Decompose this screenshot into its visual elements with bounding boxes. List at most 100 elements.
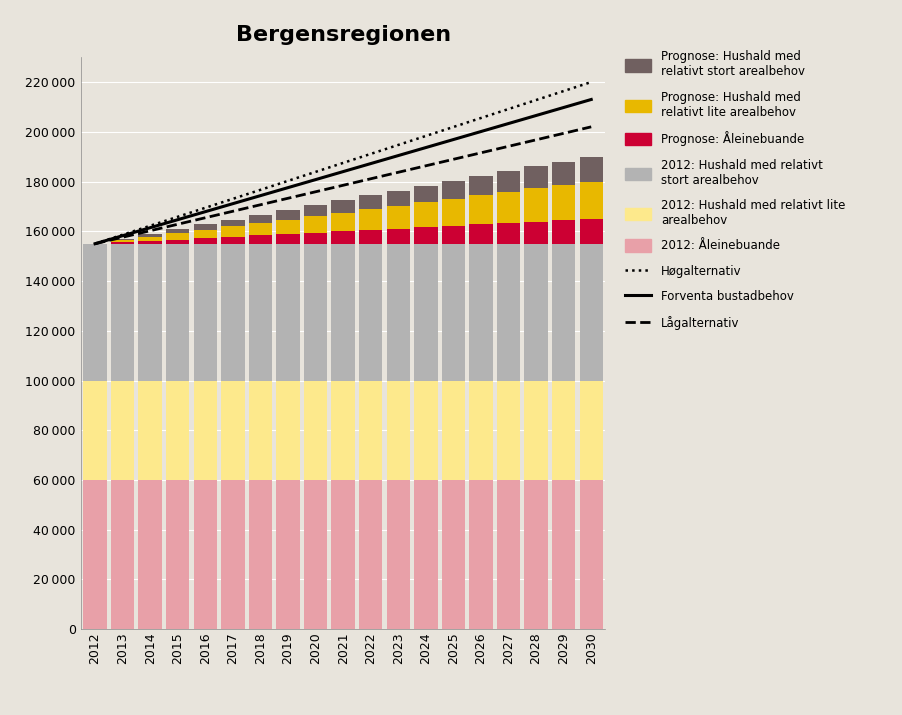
Bar bbox=[193, 230, 216, 238]
Bar bbox=[276, 220, 299, 234]
Bar bbox=[441, 480, 465, 629]
Bar bbox=[331, 244, 354, 380]
Bar bbox=[303, 216, 327, 232]
Bar bbox=[386, 229, 410, 244]
Bar bbox=[386, 244, 410, 380]
Bar bbox=[579, 219, 603, 244]
Bar bbox=[551, 480, 575, 629]
Bar bbox=[469, 244, 492, 380]
Bar bbox=[166, 230, 189, 233]
Bar bbox=[469, 195, 492, 225]
Bar bbox=[111, 380, 134, 480]
Bar bbox=[83, 380, 106, 480]
Bar bbox=[441, 380, 465, 480]
Bar bbox=[469, 380, 492, 480]
Bar bbox=[331, 380, 354, 480]
Bar bbox=[551, 244, 575, 380]
Bar bbox=[138, 244, 161, 380]
Bar bbox=[193, 225, 216, 230]
Bar bbox=[441, 226, 465, 244]
Bar bbox=[469, 176, 492, 195]
Bar bbox=[248, 380, 272, 480]
Bar bbox=[166, 240, 189, 244]
Bar bbox=[386, 480, 410, 629]
Bar bbox=[138, 234, 161, 237]
Bar bbox=[248, 480, 272, 629]
Bar bbox=[496, 380, 520, 480]
Bar bbox=[111, 480, 134, 629]
Bar bbox=[441, 181, 465, 199]
Bar bbox=[276, 234, 299, 244]
Bar bbox=[524, 189, 548, 222]
Bar bbox=[579, 480, 603, 629]
Bar bbox=[359, 209, 382, 230]
Bar bbox=[111, 239, 134, 240]
Bar bbox=[248, 244, 272, 380]
Bar bbox=[524, 480, 548, 629]
Bar bbox=[441, 199, 465, 226]
Bar bbox=[221, 480, 244, 629]
Bar bbox=[193, 380, 216, 480]
Bar bbox=[166, 244, 189, 380]
Bar bbox=[111, 240, 134, 242]
Bar bbox=[138, 237, 161, 241]
Bar bbox=[414, 244, 437, 380]
Bar bbox=[414, 380, 437, 480]
Bar bbox=[331, 480, 354, 629]
Bar bbox=[221, 220, 244, 227]
Bar bbox=[83, 244, 106, 380]
Title: Bergensregionen: Bergensregionen bbox=[235, 24, 450, 44]
Bar bbox=[359, 195, 382, 209]
Bar bbox=[496, 480, 520, 629]
Legend: Prognose: Hushald med
relativt stort arealbehov, Prognose: Hushald med
relativt : Prognose: Hushald med relativt stort are… bbox=[620, 46, 849, 335]
Bar bbox=[579, 244, 603, 380]
Bar bbox=[166, 380, 189, 480]
Bar bbox=[276, 480, 299, 629]
Bar bbox=[414, 480, 437, 629]
Bar bbox=[386, 380, 410, 480]
Bar bbox=[496, 223, 520, 244]
Bar bbox=[111, 244, 134, 380]
Bar bbox=[524, 222, 548, 244]
Bar bbox=[469, 480, 492, 629]
Bar bbox=[359, 244, 382, 380]
Bar bbox=[579, 157, 603, 182]
Bar bbox=[166, 480, 189, 629]
Bar bbox=[221, 237, 244, 244]
Bar bbox=[248, 214, 272, 223]
Bar bbox=[111, 242, 134, 244]
Bar bbox=[83, 480, 106, 629]
Bar bbox=[441, 244, 465, 380]
Bar bbox=[303, 380, 327, 480]
Bar bbox=[221, 244, 244, 380]
Bar bbox=[414, 227, 437, 244]
Bar bbox=[276, 244, 299, 380]
Bar bbox=[496, 192, 520, 223]
Bar bbox=[138, 380, 161, 480]
Bar bbox=[331, 212, 354, 231]
Bar bbox=[469, 225, 492, 244]
Bar bbox=[359, 480, 382, 629]
Bar bbox=[551, 185, 575, 220]
Bar bbox=[331, 231, 354, 244]
Bar bbox=[551, 162, 575, 185]
Bar bbox=[496, 244, 520, 380]
Bar bbox=[524, 167, 548, 189]
Bar bbox=[138, 241, 161, 244]
Bar bbox=[276, 380, 299, 480]
Bar bbox=[193, 244, 216, 380]
Bar bbox=[303, 232, 327, 244]
Bar bbox=[386, 206, 410, 229]
Bar bbox=[303, 205, 327, 216]
Bar bbox=[276, 210, 299, 220]
Bar bbox=[359, 230, 382, 244]
Bar bbox=[386, 190, 410, 206]
Bar bbox=[359, 380, 382, 480]
Bar bbox=[524, 244, 548, 380]
Bar bbox=[414, 186, 437, 202]
Bar bbox=[166, 233, 189, 240]
Bar bbox=[496, 171, 520, 192]
Bar bbox=[551, 220, 575, 244]
Bar bbox=[221, 227, 244, 237]
Bar bbox=[303, 244, 327, 380]
